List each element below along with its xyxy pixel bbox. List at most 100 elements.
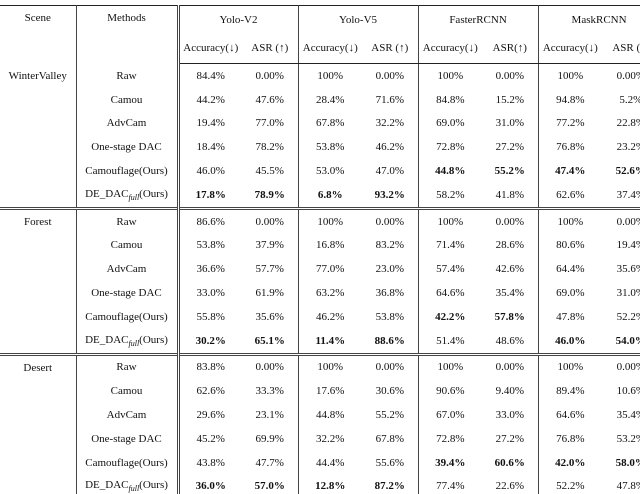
table-row: Camouflage(Ours) 55.8% 35.6% 46.2% 53.8% 42.2… (0, 304, 640, 329)
value-cell: 52.2% (538, 475, 602, 494)
value-text: 35.6% (255, 310, 284, 323)
value-cell: 72.8% (418, 135, 482, 159)
value-cell: 45.5% (242, 159, 299, 183)
value-text: 42.2% (435, 310, 466, 323)
value-text: 22.8% (616, 117, 640, 130)
value-cell: 72.8% (418, 427, 482, 451)
value-text: 76.8% (556, 432, 585, 445)
value-cell: 62.6% (538, 183, 602, 208)
value-text: 48.6% (495, 334, 524, 347)
value-cell: 15.2% (482, 87, 539, 112)
value-text: 36.0% (195, 480, 226, 493)
value-cell: 31.0% (482, 111, 539, 136)
value-cell: 100% (418, 64, 482, 88)
value-text: 100% (557, 361, 584, 374)
method-suffix: (Ours) (139, 187, 168, 200)
table-row: Camouflage(Ours) 46.0% 45.5% 53.0% 47.0% 44.8… (0, 159, 640, 183)
value-text: 69.0% (556, 287, 585, 300)
value-cell: 0.00% (602, 63, 640, 88)
value-text: 0.00% (495, 215, 524, 228)
value-cell: 19.4% (178, 112, 242, 136)
value-cell: 94.8% (538, 88, 602, 112)
value-cell: 71.4% (418, 234, 482, 258)
method-name: AdvCam (106, 409, 147, 422)
value-cell: 57.0% (242, 474, 299, 494)
value-text: 46.0% (555, 334, 586, 347)
scene-group: Forest Raw 86.6% 0.00% 100% 0.00% 100% 0.00% 100… (0, 208, 640, 355)
value-text: 71.6% (375, 93, 404, 106)
value-cell: 83.2% (362, 233, 419, 258)
value-text: 51.4% (436, 334, 465, 347)
value-text: 84.4% (196, 69, 225, 82)
value-text: 15.2% (495, 93, 524, 106)
value-text: 0.00% (375, 215, 404, 228)
value-cell: 30.6% (362, 379, 419, 404)
value-text: 17.6% (316, 385, 345, 398)
value-text: 93.2% (374, 188, 405, 201)
method-name: DE_DAC (85, 479, 129, 492)
value-text: 23.1% (255, 409, 284, 422)
value-cell: 29.6% (178, 403, 242, 427)
value-cell: 0.00% (242, 208, 299, 234)
value-text: 71.4% (436, 239, 465, 252)
value-cell: 77.0% (298, 257, 362, 281)
value-text: 100% (437, 215, 464, 228)
value-text: 47.8% (556, 310, 585, 323)
value-text: 80.6% (556, 239, 585, 252)
value-text: 64.4% (556, 263, 585, 276)
value-cell: 0.00% (482, 208, 539, 234)
method-cell: AdvCam (76, 403, 180, 427)
method-name: Camou (110, 385, 143, 398)
value-cell: 47.6% (242, 87, 299, 112)
value-cell: 22.6% (482, 474, 539, 494)
value-text: 46.2% (316, 310, 345, 323)
scene-group: WinterValley Raw 84.4% 0.00% 100% 0.00% 100% 0.… (0, 63, 640, 209)
value-cell: 39.4% (418, 451, 482, 475)
value-text: 30.6% (375, 385, 404, 398)
value-cell: 42.0% (538, 451, 602, 475)
value-cell: 77.4% (418, 475, 482, 494)
value-text: 45.2% (196, 432, 225, 445)
value-cell: 0.00% (602, 354, 640, 380)
value-text: 57.8% (494, 310, 525, 323)
value-text: 83.2% (375, 239, 404, 252)
scene-group: Desert Raw 83.8% 0.00% 100% 0.00% 100% 0.00% 100… (0, 354, 640, 494)
value-cell: 46.2% (362, 135, 419, 160)
value-text: 100% (437, 69, 464, 82)
table-row: Desert Raw 83.8% 0.00% 100% 0.00% 100% 0.00% 100… (0, 354, 640, 494)
value-cell: 42.6% (482, 257, 539, 282)
value-text: 0.00% (616, 215, 640, 228)
value-cell: 0.00% (362, 354, 419, 380)
value-cell: 47.0% (362, 159, 419, 183)
value-cell: 36.6% (178, 257, 242, 281)
value-text: 47.7% (255, 456, 284, 469)
value-cell: 47.8% (602, 474, 640, 494)
value-cell: 76.8% (538, 427, 602, 451)
value-text: 35.4% (616, 409, 640, 422)
value-cell: 30.2% (178, 329, 242, 354)
scene-label: Forest (0, 208, 77, 355)
value-cell: 27.2% (482, 426, 539, 451)
method-cell: Camou (76, 87, 180, 112)
value-text: 10.6% (616, 385, 640, 398)
scene-label: Desert (0, 354, 77, 494)
value-cell: 64.4% (538, 257, 602, 281)
value-text: 36.8% (375, 287, 404, 300)
value-cell: 53.8% (298, 135, 362, 159)
header-scene: Scene (0, 5, 77, 64)
value-text: 12.8% (315, 480, 346, 493)
value-text: 94.8% (556, 93, 585, 106)
value-cell: 80.6% (538, 234, 602, 258)
value-text: 67.8% (316, 117, 345, 130)
value-cell: 44.4% (298, 451, 362, 475)
value-text: 31.0% (495, 117, 524, 130)
model-name: Yolo-V2 (178, 5, 299, 33)
page: Scene Methods Yolo-V2 Yolo-V5 FasterRCNN Ma… (0, 5, 640, 494)
value-cell: 78.9% (242, 182, 299, 209)
value-cell: 57.8% (482, 304, 539, 329)
value-text: 47.6% (255, 93, 284, 106)
value-text: 55.2% (494, 165, 525, 178)
value-cell: 88.6% (362, 328, 419, 355)
value-cell: 55.2% (482, 159, 539, 183)
table-row: Camouflage(Ours) 43.8% 47.7% 44.4% 55.6% 39.4… (0, 450, 640, 475)
